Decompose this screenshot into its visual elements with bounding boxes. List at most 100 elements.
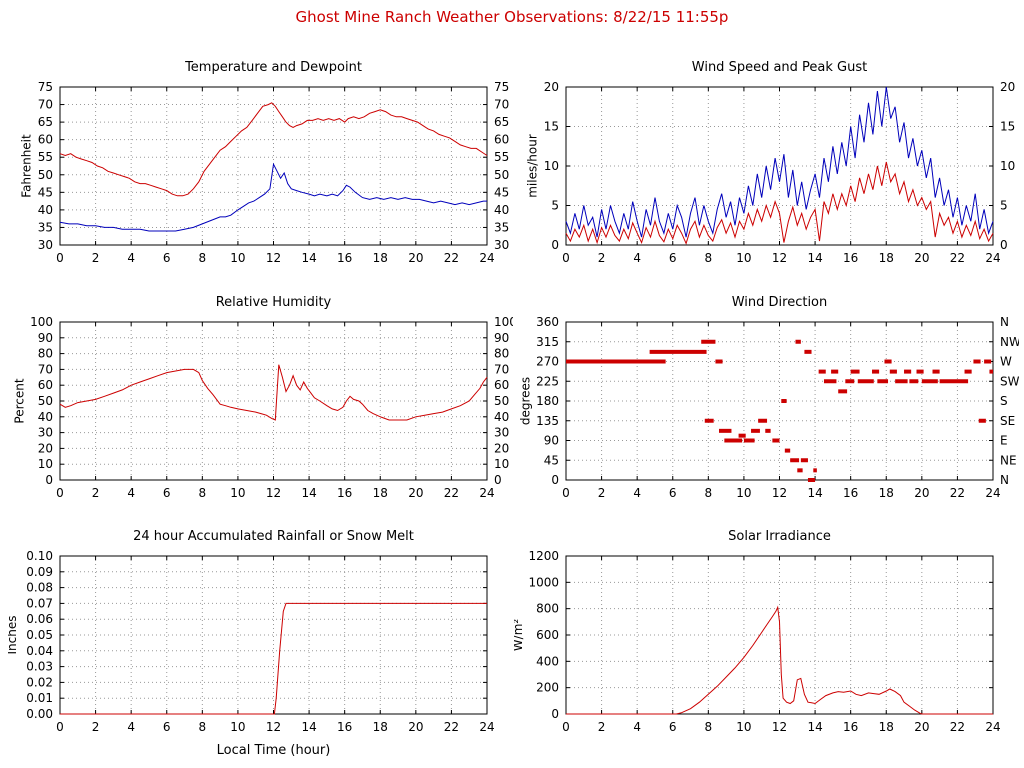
x-tick-label: 2 [598,720,606,734]
y-tick-label: 90 [544,434,559,448]
compass-label: NE [1000,453,1017,467]
y-tick-label: 30 [38,426,53,440]
y-tick-label-right: 10 [494,457,509,471]
y-tick-label: 400 [536,654,559,668]
y-tick-label: 225 [536,374,559,388]
x-tick-label: 8 [705,720,713,734]
x-tick-label: 24 [479,720,494,734]
x-tick-label: 6 [669,486,677,500]
x-tick-label: 24 [985,251,1000,265]
temperature-line [59,102,488,197]
y-tick-label: 80 [38,347,53,361]
y-axis-title: Fahrenheit [20,134,34,198]
y-tick-label-right: 90 [494,331,509,345]
x-tick-label: 22 [444,486,459,500]
x-tick-label: 10 [230,486,245,500]
rainfall-line [60,602,487,715]
chart-relative-humidity: 0 2 4 6 8 10 12 14 16 18 20 22 24 0 0 10 10 20 20 30 30 40 40 5… [8,290,517,529]
x-tick-label: 2 [92,486,100,500]
y-tick-label-right: 60 [494,378,509,392]
y-tick-label-right: 40 [494,203,509,217]
x-tick-label: 22 [444,720,459,734]
x-tick-label: 24 [479,251,494,265]
y-tick-label-right: 5 [1000,199,1008,213]
y-tick-label: 0 [45,473,53,487]
x-tick-label: 24 [479,486,494,500]
y-tick-label: 200 [536,681,559,695]
y-tick-label-right: 80 [494,347,509,361]
compass-label: NW [1000,335,1019,349]
x-tick-label: 2 [92,720,100,734]
x-tick-label: 18 [373,486,388,500]
chart-solar-irradiance: 0 2 4 6 8 10 12 14 16 18 20 22 24 0 200 400 600 800 1000 12… [511,524,1019,763]
x-tick-label: 10 [736,251,751,265]
x-tick-label: 16 [843,251,858,265]
x-tick-label: 18 [879,486,894,500]
x-tick-label: 0 [56,486,64,500]
x-tick-label: 0 [562,486,570,500]
x-tick-label: 18 [373,251,388,265]
x-tick-label: 2 [598,251,606,265]
y-tick-label-right: 65 [494,115,509,129]
y-tick-label-right: 30 [494,426,509,440]
y-tick-label: 0 [551,238,559,252]
x-tick-label: 12 [266,720,281,734]
chart-wind-speed-peak-gust: 0 2 4 6 8 10 12 14 16 18 20 22 24 0 0 5 5 10 10 15 15 20 20 Win… [514,55,1019,294]
y-tick-label: 60 [38,378,53,392]
x-tick-label: 12 [266,486,281,500]
y-tick-label: 70 [38,98,53,112]
y-tick-label: 0.02 [26,675,53,689]
y-tick-label: 0.00 [26,707,53,721]
y-tick-label: 0.07 [26,596,53,610]
x-tick-label: 16 [843,486,858,500]
x-tick-label: 2 [92,251,100,265]
compass-label: N [1000,473,1009,487]
y-tick-label-right: 70 [494,98,509,112]
x-tick-label: 22 [950,720,965,734]
x-tick-label: 4 [127,486,135,500]
y-tick-label: 10 [38,457,53,471]
x-tick-label: 20 [914,486,929,500]
y-tick-label: 40 [38,410,53,424]
x-tick-label: 18 [879,720,894,734]
chart-rainfall-snowmelt: 0 2 4 6 8 10 12 14 16 18 20 22 24 0.00 0.01 0.02 0.03 0.0… [5,524,513,763]
x-tick-label: 22 [950,486,965,500]
y-tick-label: 180 [536,394,559,408]
y-tick-label-right: 0 [494,473,502,487]
relative-humidity-line [59,364,488,421]
compass-label: SE [1000,414,1015,428]
y-tick-label-right: 35 [494,220,509,234]
y-tick-label: 55 [38,150,53,164]
y-tick-label: 0.03 [26,660,53,674]
compass-label: S [1000,394,1008,408]
y-tick-label: 45 [38,185,53,199]
x-tick-label: 6 [163,251,171,265]
y-tick-label: 1000 [528,575,559,589]
x-tick-label: 2 [598,486,606,500]
x-tick-label: 8 [199,251,207,265]
y-tick-label-right: 30 [494,238,509,252]
x-tick-label: 12 [772,720,787,734]
x-axis-title: Local Time (hour) [217,743,331,758]
x-tick-label: 4 [633,720,641,734]
x-tick-label: 14 [807,251,822,265]
solar-irradiance-plot: 0 2 4 6 8 10 12 14 16 18 20 22 240200400600800100012… [511,529,1000,734]
x-tick-label: 4 [127,251,135,265]
x-tick-label: 16 [843,720,858,734]
y-tick-label: 5 [551,199,559,213]
y-tick-label: 100 [30,315,53,329]
y-tick-label: 30 [38,238,53,252]
y-tick-label: 270 [536,355,559,369]
y-tick-label: 135 [536,414,559,428]
y-tick-label-right: 50 [494,394,509,408]
x-tick-label: 14 [301,720,316,734]
x-tick-label: 6 [163,720,171,734]
x-tick-label: 12 [772,486,787,500]
y-tick-label: 0.10 [26,549,53,563]
y-tick-label-right: 15 [1000,120,1015,134]
